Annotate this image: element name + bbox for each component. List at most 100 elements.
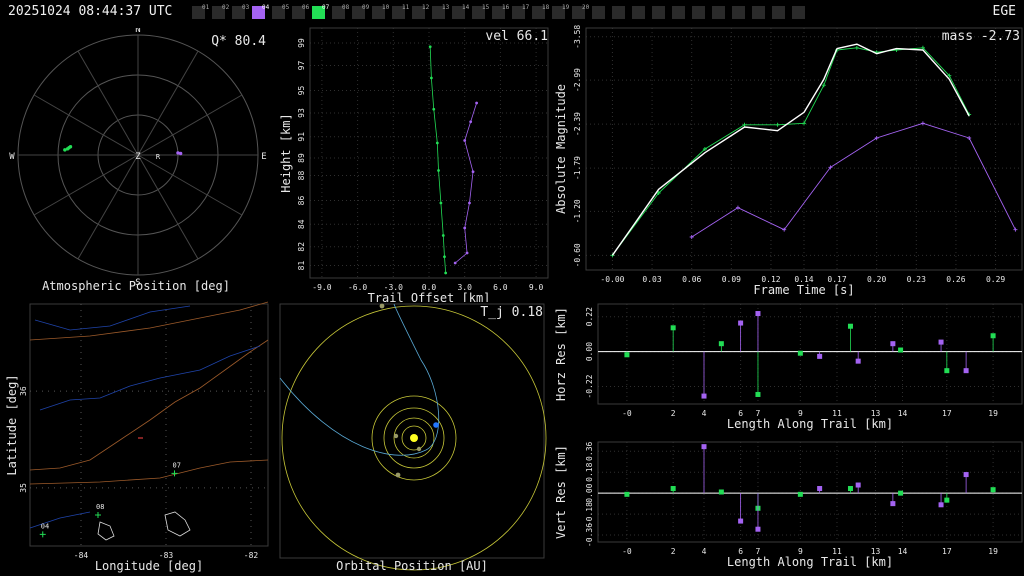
data-point (656, 191, 661, 195)
residual-point (963, 368, 969, 374)
y-tick-label: -1.20 (573, 199, 582, 223)
camera-label: 04 (262, 4, 270, 11)
y-tick-label: -3.58 (573, 25, 582, 49)
data-point (821, 83, 826, 88)
y-axis-label: Height [km] (279, 113, 293, 192)
camera-box (732, 6, 745, 19)
x-tick-label: 13 (871, 547, 881, 556)
camera-label: 02 (222, 4, 230, 11)
station-marker (171, 470, 178, 477)
data-point (735, 205, 740, 210)
x-tick-label: 0.20 (867, 275, 886, 284)
residual-point (944, 368, 950, 374)
residual-point (944, 497, 950, 503)
direction-label: W (9, 152, 15, 162)
x-axis-label: Length Along Trail [km] (727, 555, 893, 569)
data-point (441, 234, 445, 237)
data-point (1013, 227, 1018, 232)
y-tick-label: -0.22 (585, 374, 594, 398)
x-axis-label: Atmospheric Position [deg] (42, 279, 230, 293)
series-line (612, 47, 970, 256)
station-code: EGE (992, 4, 1016, 19)
x-tick-label: 11 (832, 547, 842, 556)
y-tick-label: 36 (19, 386, 28, 396)
residual-point (738, 518, 744, 524)
series-line (454, 102, 477, 264)
data-point (854, 45, 859, 50)
y-tick-label: 95 (297, 86, 306, 96)
data-point (802, 121, 806, 126)
camera-label: 20 (582, 4, 590, 11)
x-tick-label: 0.0 (422, 283, 437, 292)
data-point (475, 101, 478, 105)
polar-spoke (137, 50, 199, 156)
y-tick-label: 89 (297, 153, 306, 163)
residual-point (855, 482, 861, 488)
residual-point (797, 350, 803, 356)
x-tick-label: 0.26 (946, 275, 965, 284)
x-tick-label: 6 (738, 409, 743, 418)
data-point (465, 251, 469, 255)
camera-box: 04 (252, 4, 269, 19)
data-point (429, 76, 433, 80)
planet (379, 303, 385, 309)
y-tick-label: 88 (297, 171, 306, 181)
data-point (947, 73, 952, 78)
plot-frame (597, 303, 1023, 405)
x-tick-label: -9.0 (312, 283, 331, 292)
height-offset-chart: -9.0 -6.0 -3.0 0.0 3.0 6.0 9.0 81 82 84 86 88 89 91 93… (279, 27, 549, 302)
data-point (439, 201, 443, 205)
direction-label: E (261, 152, 266, 162)
data-point (428, 45, 432, 49)
station-label: 07 (173, 461, 181, 469)
x-tick-label: 0.29 (986, 275, 1005, 284)
x-tick-label: 3.0 (457, 283, 472, 292)
camera-box: 12 (412, 4, 429, 19)
direction-label: Z (135, 152, 141, 162)
y-tick-label: 0.36 (585, 441, 594, 460)
polar-spoke (33, 94, 139, 156)
camera-label: 03 (242, 4, 250, 11)
direction-label: S (135, 278, 140, 288)
data-point (437, 169, 440, 172)
mass-value: mass -2.73 (942, 29, 1020, 44)
x-tick-label: -0 (622, 547, 632, 556)
planet (395, 472, 401, 478)
camera-box: 07 (312, 4, 329, 19)
camera-box: 13 (432, 4, 449, 19)
data-point (471, 170, 475, 174)
series-line (611, 43, 970, 256)
data-point (689, 235, 694, 239)
camera-box (592, 6, 605, 19)
state-border (29, 459, 269, 485)
x-tick-label: -0.00 (600, 275, 624, 284)
data-point (444, 271, 448, 275)
y-tick-label: 0.00 (585, 483, 594, 502)
x-tick-label: 0.23 (907, 275, 926, 284)
residual-point (755, 526, 761, 532)
camera-box: 09 (352, 4, 369, 19)
x-tick-label: 0.14 (794, 275, 813, 284)
trail-point (178, 151, 183, 156)
polar-spoke (137, 94, 243, 156)
residual-point (855, 358, 861, 364)
x-tick-label: 14 (898, 409, 908, 418)
camera-label: 14 (462, 4, 470, 11)
camera-label: 13 (442, 4, 450, 11)
y-axis-label: Horz Res [km] (554, 307, 568, 401)
y-tick-label: 0.22 (585, 307, 594, 326)
y-tick-label: -2.39 (573, 112, 582, 136)
data-point (443, 255, 446, 259)
camera-label: 15 (482, 4, 490, 11)
data-point (463, 139, 467, 142)
y-axis-label: Latitude [deg] (5, 374, 19, 475)
polar-spoke (77, 154, 139, 260)
q-value: Q* 80.4 (211, 34, 266, 49)
y-tick-label: 0.18 (585, 462, 594, 481)
planet-orbit (401, 425, 427, 451)
data-point (432, 107, 436, 111)
camera-box: 18 (532, 4, 549, 19)
camera-label: 07 (322, 4, 330, 11)
data-point (920, 121, 925, 126)
polar-spoke (33, 154, 139, 216)
